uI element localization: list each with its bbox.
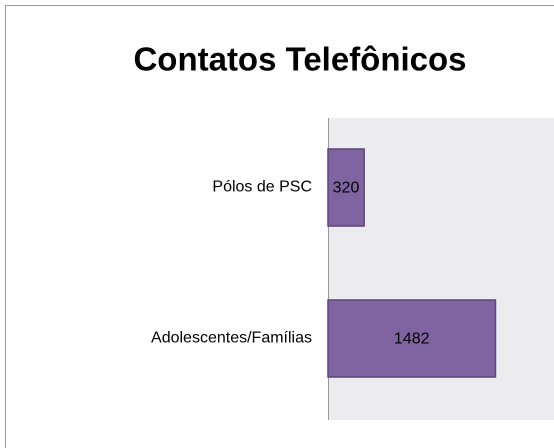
data-label: 320 — [333, 180, 360, 197]
y-tick-label: Adolescentes/Famílias — [151, 330, 312, 347]
y-tick-label: Pólos de PSC — [212, 179, 312, 196]
data-label: 1482 — [394, 331, 430, 348]
bar — [327, 299, 497, 378]
bar — [327, 148, 365, 227]
chart-title: Contatos Telefônicos — [133, 41, 466, 78]
